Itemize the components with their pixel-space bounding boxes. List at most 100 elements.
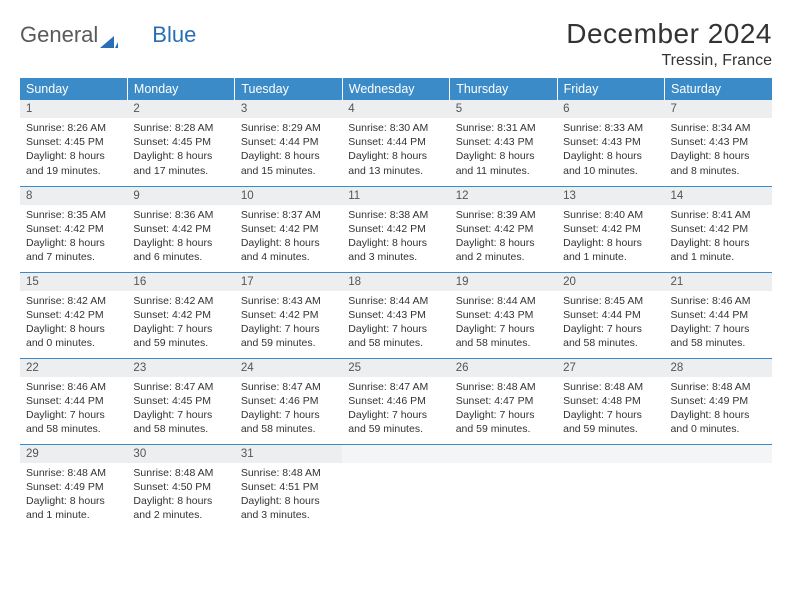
day-detail: Sunrise: 8:48 AMSunset: 4:50 PMDaylight:…	[127, 463, 234, 528]
day-detail: Sunrise: 8:39 AMSunset: 4:42 PMDaylight:…	[450, 205, 557, 270]
day-number: 10	[235, 187, 342, 205]
day-number: 23	[127, 359, 234, 377]
sunset-text: Sunset: 4:43 PM	[348, 308, 443, 322]
daylight-text-2: and 11 minutes.	[456, 164, 551, 178]
calendar-day-cell: 24Sunrise: 8:47 AMSunset: 4:46 PMDayligh…	[235, 358, 342, 444]
calendar-day-cell: 17Sunrise: 8:43 AMSunset: 4:42 PMDayligh…	[235, 272, 342, 358]
daylight-text-2: and 10 minutes.	[563, 164, 658, 178]
sunset-text: Sunset: 4:42 PM	[456, 222, 551, 236]
daylight-text-2: and 58 minutes.	[348, 336, 443, 350]
daylight-text-1: Daylight: 8 hours	[241, 149, 336, 163]
sunrise-text: Sunrise: 8:43 AM	[241, 294, 336, 308]
day-detail: Sunrise: 8:33 AMSunset: 4:43 PMDaylight:…	[557, 118, 664, 183]
sunset-text: Sunset: 4:44 PM	[26, 394, 121, 408]
daylight-text-1: Daylight: 7 hours	[241, 322, 336, 336]
sunset-text: Sunset: 4:47 PM	[456, 394, 551, 408]
daylight-text-1: Daylight: 8 hours	[671, 149, 766, 163]
month-title: December 2024	[566, 18, 772, 50]
daylight-text-1: Daylight: 7 hours	[241, 408, 336, 422]
sunset-text: Sunset: 4:42 PM	[133, 308, 228, 322]
calendar-day-cell: 11Sunrise: 8:38 AMSunset: 4:42 PMDayligh…	[342, 186, 449, 272]
logo-text-blue: Blue	[152, 22, 196, 48]
day-detail: Sunrise: 8:36 AMSunset: 4:42 PMDaylight:…	[127, 205, 234, 270]
sunrise-text: Sunrise: 8:29 AM	[241, 121, 336, 135]
daylight-text-2: and 13 minutes.	[348, 164, 443, 178]
daylight-text-1: Daylight: 8 hours	[26, 149, 121, 163]
calendar-day-cell: 1Sunrise: 8:26 AMSunset: 4:45 PMDaylight…	[20, 100, 127, 186]
day-number: 14	[665, 187, 772, 205]
title-block: December 2024 Tressin, France	[566, 18, 772, 70]
sunset-text: Sunset: 4:43 PM	[563, 135, 658, 149]
daylight-text-1: Daylight: 8 hours	[26, 236, 121, 250]
calendar-day-cell: 3Sunrise: 8:29 AMSunset: 4:44 PMDaylight…	[235, 100, 342, 186]
sunset-text: Sunset: 4:42 PM	[563, 222, 658, 236]
day-number: 26	[450, 359, 557, 377]
calendar-day-cell: 9Sunrise: 8:36 AMSunset: 4:42 PMDaylight…	[127, 186, 234, 272]
day-detail: Sunrise: 8:48 AMSunset: 4:49 PMDaylight:…	[20, 463, 127, 528]
weekday-header: Thursday	[450, 78, 557, 100]
day-number: 13	[557, 187, 664, 205]
sunset-text: Sunset: 4:48 PM	[563, 394, 658, 408]
calendar-day-cell: 14Sunrise: 8:41 AMSunset: 4:42 PMDayligh…	[665, 186, 772, 272]
calendar-week-row: 1Sunrise: 8:26 AMSunset: 4:45 PMDaylight…	[20, 100, 772, 186]
daylight-text-1: Daylight: 8 hours	[241, 236, 336, 250]
daylight-text-2: and 8 minutes.	[671, 164, 766, 178]
calendar-day-cell: 2Sunrise: 8:28 AMSunset: 4:45 PMDaylight…	[127, 100, 234, 186]
sunset-text: Sunset: 4:42 PM	[26, 308, 121, 322]
sunrise-text: Sunrise: 8:36 AM	[133, 208, 228, 222]
daylight-text-2: and 3 minutes.	[241, 508, 336, 522]
day-detail: Sunrise: 8:41 AMSunset: 4:42 PMDaylight:…	[665, 205, 772, 270]
sunset-text: Sunset: 4:42 PM	[241, 308, 336, 322]
sunrise-text: Sunrise: 8:48 AM	[456, 380, 551, 394]
daylight-text-1: Daylight: 7 hours	[456, 322, 551, 336]
sunrise-text: Sunrise: 8:34 AM	[671, 121, 766, 135]
day-detail: Sunrise: 8:44 AMSunset: 4:43 PMDaylight:…	[450, 291, 557, 356]
daylight-text-2: and 1 minute.	[26, 508, 121, 522]
daylight-text-1: Daylight: 7 hours	[563, 408, 658, 422]
day-number: 5	[450, 100, 557, 118]
sunrise-text: Sunrise: 8:40 AM	[563, 208, 658, 222]
day-detail: Sunrise: 8:47 AMSunset: 4:46 PMDaylight:…	[235, 377, 342, 442]
sunrise-text: Sunrise: 8:37 AM	[241, 208, 336, 222]
daylight-text-2: and 17 minutes.	[133, 164, 228, 178]
sunset-text: Sunset: 4:43 PM	[456, 308, 551, 322]
daylight-text-2: and 58 minutes.	[133, 422, 228, 436]
sunset-text: Sunset: 4:43 PM	[671, 135, 766, 149]
daylight-text-1: Daylight: 8 hours	[26, 322, 121, 336]
calendar-day-cell: 16Sunrise: 8:42 AMSunset: 4:42 PMDayligh…	[127, 272, 234, 358]
day-number: 4	[342, 100, 449, 118]
sunrise-text: Sunrise: 8:31 AM	[456, 121, 551, 135]
day-number: 19	[450, 273, 557, 291]
daylight-text-1: Daylight: 8 hours	[563, 236, 658, 250]
day-detail: Sunrise: 8:40 AMSunset: 4:42 PMDaylight:…	[557, 205, 664, 270]
daylight-text-2: and 59 minutes.	[456, 422, 551, 436]
day-number: 6	[557, 100, 664, 118]
day-number: 7	[665, 100, 772, 118]
day-detail: Sunrise: 8:29 AMSunset: 4:44 PMDaylight:…	[235, 118, 342, 183]
daylight-text-1: Daylight: 8 hours	[348, 149, 443, 163]
calendar-day-cell: 7Sunrise: 8:34 AMSunset: 4:43 PMDaylight…	[665, 100, 772, 186]
calendar-week-row: 29Sunrise: 8:48 AMSunset: 4:49 PMDayligh…	[20, 444, 772, 530]
sunset-text: Sunset: 4:44 PM	[241, 135, 336, 149]
calendar-week-row: 22Sunrise: 8:46 AMSunset: 4:44 PMDayligh…	[20, 358, 772, 444]
day-number: 20	[557, 273, 664, 291]
day-detail: Sunrise: 8:34 AMSunset: 4:43 PMDaylight:…	[665, 118, 772, 183]
sunset-text: Sunset: 4:44 PM	[348, 135, 443, 149]
daylight-text-2: and 58 minutes.	[456, 336, 551, 350]
daylight-text-1: Daylight: 7 hours	[671, 322, 766, 336]
daylight-text-2: and 7 minutes.	[26, 250, 121, 264]
daylight-text-1: Daylight: 7 hours	[26, 408, 121, 422]
daylight-text-2: and 1 minute.	[563, 250, 658, 264]
day-number: 22	[20, 359, 127, 377]
day-number: 2	[127, 100, 234, 118]
calendar-day-cell: 6Sunrise: 8:33 AMSunset: 4:43 PMDaylight…	[557, 100, 664, 186]
daylight-text-2: and 15 minutes.	[241, 164, 336, 178]
day-number: 9	[127, 187, 234, 205]
sunrise-text: Sunrise: 8:30 AM	[348, 121, 443, 135]
calendar-day-cell: 22Sunrise: 8:46 AMSunset: 4:44 PMDayligh…	[20, 358, 127, 444]
daylight-text-1: Daylight: 7 hours	[456, 408, 551, 422]
calendar-day-cell: 15Sunrise: 8:42 AMSunset: 4:42 PMDayligh…	[20, 272, 127, 358]
day-number: 27	[557, 359, 664, 377]
sunrise-text: Sunrise: 8:48 AM	[671, 380, 766, 394]
calendar-day-cell	[665, 444, 772, 530]
